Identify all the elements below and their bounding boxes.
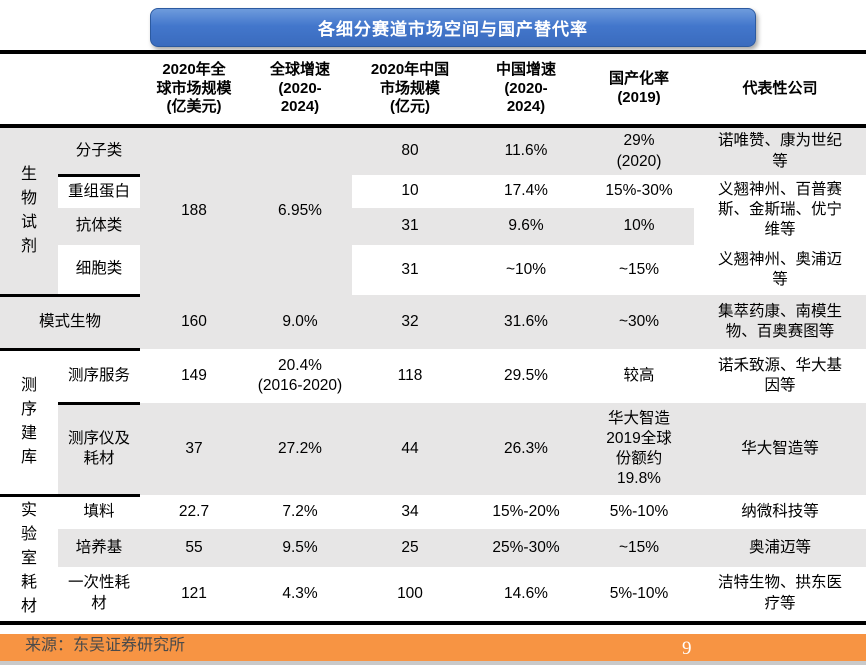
col-header-global-market: 2020年全 球市场规模 (亿美元) bbox=[140, 54, 248, 128]
cell-global-growth: 4.3% bbox=[282, 584, 318, 602]
cell-localization: 10% bbox=[584, 208, 694, 245]
table-row: 细胞类 31 ~10% ~15% 义翘神州、奥浦迈等 bbox=[0, 245, 866, 297]
cell-china-market: 32 bbox=[352, 295, 468, 349]
cell-localization: ~15% bbox=[618, 260, 660, 278]
cell-row-label: 测序服务 bbox=[67, 366, 130, 384]
title-banner: 各细分赛道市场空间与国产替代率 bbox=[150, 8, 756, 47]
cell-localization: ~15% bbox=[584, 528, 694, 567]
cell-china-growth: 17.4% bbox=[504, 182, 548, 200]
table-row: 测序建库 测序服务 149 20.4% (2016-2020) 118 29.5… bbox=[0, 349, 866, 497]
cell-china-growth: 29.5% bbox=[504, 366, 548, 384]
page-number: 9 bbox=[682, 638, 692, 659]
cell-global-growth: 9.0% bbox=[248, 295, 352, 349]
cell-row-label: 培养基 bbox=[58, 528, 140, 567]
cell-row-label-model-organism: 模式生物 bbox=[0, 295, 140, 351]
cell-companies: 诺唯赞、康为世纪等 bbox=[694, 126, 866, 175]
col-header-empty-group bbox=[0, 54, 58, 128]
cell-companies: 义翘神州、奥浦迈等 bbox=[717, 250, 842, 288]
cell-localization: 15%-30% bbox=[605, 182, 673, 200]
cell-global-growth: 9.5% bbox=[248, 528, 352, 567]
cell-localization: 5%-10% bbox=[609, 584, 669, 602]
cell-china-growth: 26.3% bbox=[468, 403, 584, 495]
col-header-global-growth: 全球增速 (2020- 2024) bbox=[248, 54, 352, 128]
cell-global-market: 22.7 bbox=[178, 502, 210, 520]
table-row: 一次性耗材 121 4.3% 100 14.6% 5%-10% 洁特生物、拱东医… bbox=[0, 567, 866, 621]
col-header-localization: 国产化率 (2019) bbox=[584, 54, 694, 128]
cell-china-growth: 31.6% bbox=[468, 295, 584, 349]
group-label-sequencing: 测序建库 bbox=[0, 349, 58, 497]
cell-china-market: 80 bbox=[352, 126, 468, 175]
cell-china-market: 100 bbox=[397, 584, 423, 602]
cell-companies: 华大智造等 bbox=[694, 403, 866, 495]
cell-global-growth: 7.2% bbox=[282, 502, 318, 520]
bottom-edge-strip bbox=[0, 661, 866, 665]
cell-row-label: 测序仪及耗材 bbox=[58, 401, 140, 497]
cell-china-growth: 15%-20% bbox=[492, 502, 560, 520]
table-row: 生物试剂 分子类 188 6.95% 80 11.6% 29% (2020) 诺… bbox=[0, 126, 866, 297]
cell-localization: 29% (2020) bbox=[584, 126, 694, 175]
market-table-wrap: 2020年全 球市场规模 (亿美元) 全球增速 (2020- 2024) 202… bbox=[0, 50, 866, 625]
cell-localization: 5%-10% bbox=[609, 502, 669, 520]
cell-row-label: 一次性耗材 bbox=[67, 574, 130, 612]
cell-china-market: 31 bbox=[352, 208, 468, 245]
cell-global-growth: 20.4% (2016-2020) bbox=[257, 356, 343, 394]
cell-row-label: 分子类 bbox=[58, 126, 140, 175]
table-row: 重组蛋白 10 17.4% 15%-30% 义翘神州、百普赛斯、金斯瑞、优宁维等 bbox=[0, 173, 866, 238]
cell-row-label: 抗体类 bbox=[58, 208, 140, 245]
table-row: 抗体类 31 9.6% 10% bbox=[0, 208, 866, 245]
cell-china-market: 34 bbox=[401, 502, 419, 520]
cell-china-market: 118 bbox=[397, 366, 423, 384]
cell-china-growth: 14.6% bbox=[504, 584, 548, 602]
cell-china-market: 31 bbox=[401, 260, 419, 278]
cell-global-market: 160 bbox=[140, 295, 248, 349]
cell-localization: 较高 bbox=[623, 366, 655, 384]
cell-global-market: 55 bbox=[140, 528, 248, 567]
cell-companies: 义翘神州、百普赛斯、金斯瑞、优宁维等 bbox=[717, 180, 842, 239]
cell-companies: 奥浦迈等 bbox=[694, 528, 866, 567]
col-header-companies: 代表性公司 bbox=[694, 54, 866, 128]
cell-global-market: 121 bbox=[181, 584, 207, 602]
table-row: 测序仪及耗材 37 27.2% 44 26.3% 华大智造 2019全球 份额约… bbox=[0, 401, 866, 497]
source-text: 来源：东吴证券研究所 bbox=[25, 637, 186, 654]
cell-row-label: 填料 bbox=[83, 503, 115, 521]
col-header-china-market: 2020年中国 市场规模 (亿元) bbox=[352, 54, 468, 128]
cell-china-growth: ~10% bbox=[505, 260, 547, 278]
cell-china-growth: 11.6% bbox=[468, 126, 584, 175]
cell-companies: 集萃药康、南模生物、百奥赛图等 bbox=[694, 295, 866, 349]
cell-china-market: 44 bbox=[352, 403, 468, 495]
table-row: 模式生物 160 9.0% 32 31.6% ~30% 集萃药康、南模生物、百奥… bbox=[0, 295, 866, 351]
page-title: 各细分赛道市场空间与国产替代率 bbox=[318, 20, 588, 39]
col-header-empty-sub bbox=[58, 54, 140, 128]
group-label-lab-consumables: 实验室耗材 bbox=[20, 501, 37, 615]
cell-china-market: 25 bbox=[352, 528, 468, 567]
cell-global-market: 188 bbox=[140, 126, 248, 295]
cell-china-growth: 9.6% bbox=[468, 208, 584, 245]
table-row: 培养基 55 9.5% 25 25%-30% ~15% 奥浦迈等 bbox=[0, 528, 866, 567]
cell-companies: 洁特生物、拱东医疗等 bbox=[717, 574, 842, 612]
header-row: 2020年全 球市场规模 (亿美元) 全球增速 (2020- 2024) 202… bbox=[0, 54, 866, 128]
cell-row-label: 重组蛋白 bbox=[58, 173, 140, 208]
cell-china-growth: 25%-30% bbox=[468, 528, 584, 567]
table-row: 实验室耗材 填料 22.7 7.2% 34 15%-20% 5%-10% 纳微科… bbox=[0, 495, 866, 615]
cell-global-growth: 27.2% bbox=[248, 403, 352, 495]
market-table: 2020年全 球市场规模 (亿美元) 全球增速 (2020- 2024) 202… bbox=[0, 54, 866, 621]
cell-china-market: 10 bbox=[401, 182, 419, 200]
col-header-china-growth: 中国增速 (2020- 2024) bbox=[468, 54, 584, 128]
cell-localization: 华大智造 2019全球 份额约 19.8% bbox=[584, 403, 694, 495]
cell-global-market: 149 bbox=[181, 366, 207, 384]
cell-row-label: 细胞类 bbox=[58, 245, 140, 297]
cell-companies: 诺禾致源、华大基因等 bbox=[717, 356, 842, 394]
cell-companies: 纳微科技等 bbox=[741, 502, 819, 520]
cell-global-growth: 6.95% bbox=[248, 126, 352, 295]
cell-global-market: 37 bbox=[140, 403, 248, 495]
group-label-bio-reagent: 生物试剂 bbox=[0, 126, 58, 297]
cell-localization: ~30% bbox=[584, 295, 694, 349]
footer-bar bbox=[0, 634, 866, 661]
